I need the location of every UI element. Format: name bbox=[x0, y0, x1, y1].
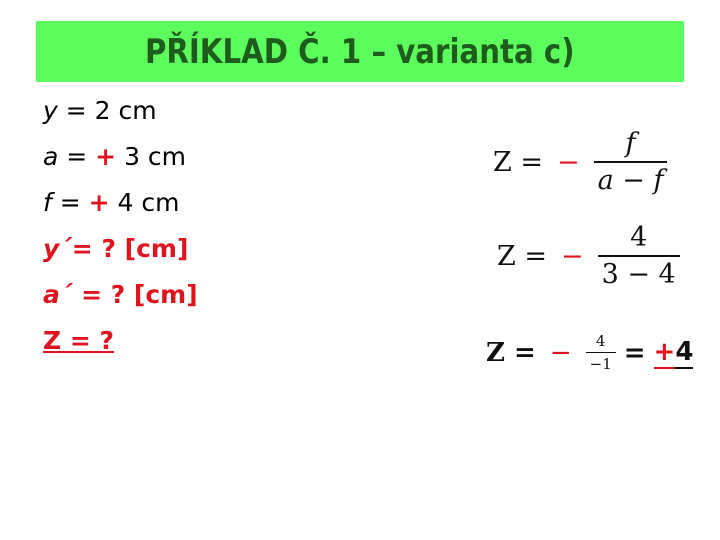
equals: = bbox=[58, 142, 96, 171]
given-a: a = + 3 cm bbox=[43, 142, 186, 171]
rest: = ? [cm] bbox=[71, 234, 189, 263]
result-value: 4 bbox=[675, 336, 694, 369]
page-title: PŘÍKLAD Č. 1 – varianta c) bbox=[145, 31, 575, 72]
equals: = bbox=[51, 188, 89, 217]
var: a´ bbox=[43, 280, 73, 309]
unknown-y-prime: y´= ? [cm] bbox=[43, 234, 188, 263]
minus-sign: − bbox=[560, 240, 584, 272]
given-f: f = + 4 cm bbox=[43, 188, 180, 217]
denominator: 3 − 4 bbox=[597, 255, 680, 290]
sign: + bbox=[95, 142, 117, 171]
given-y: y = 2 cm bbox=[43, 96, 157, 125]
var: a bbox=[43, 142, 59, 171]
equals: = bbox=[57, 96, 95, 125]
equation-result: Z = − 4 −1 = +4 bbox=[486, 332, 694, 373]
var: Z bbox=[43, 326, 62, 355]
numerator: 4 bbox=[595, 332, 606, 350]
denominator: −1 bbox=[585, 352, 616, 373]
fraction: 4 −1 bbox=[585, 332, 616, 373]
lhs: Z = bbox=[497, 240, 547, 272]
var: y bbox=[43, 96, 58, 125]
rest: = ? bbox=[61, 326, 114, 355]
title-banner: PŘÍKLAD Č. 1 – varianta c) bbox=[36, 21, 684, 82]
equals: = bbox=[623, 337, 646, 368]
sign: + bbox=[88, 188, 110, 217]
var: y´ bbox=[43, 234, 72, 263]
value: 2 cm bbox=[94, 96, 157, 125]
value: 4 cm bbox=[109, 188, 180, 217]
rest: = ? [cm] bbox=[72, 280, 198, 309]
value: 3 cm bbox=[116, 142, 187, 171]
minus-sign: − bbox=[549, 337, 572, 368]
unknown-z: Z = ? bbox=[43, 326, 114, 355]
lhs: Z = bbox=[486, 337, 536, 368]
result-sign: + bbox=[653, 336, 676, 369]
unknown-a-prime: a´ = ? [cm] bbox=[43, 280, 198, 309]
minus-sign: − bbox=[556, 146, 580, 178]
numerator: f bbox=[625, 128, 636, 159]
denominator: a − f bbox=[593, 161, 668, 196]
numerator: 4 bbox=[630, 222, 648, 253]
var: f bbox=[43, 188, 52, 217]
lhs: Z = bbox=[493, 146, 543, 178]
